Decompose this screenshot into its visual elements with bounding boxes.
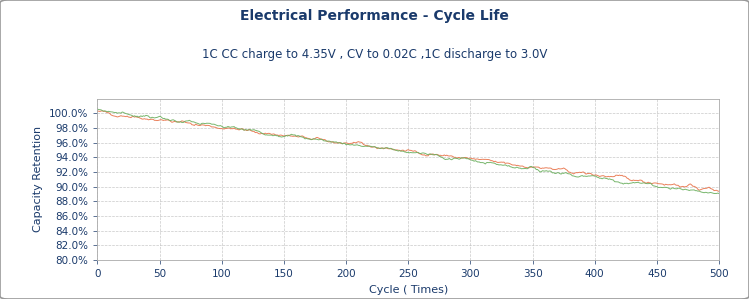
X-axis label: Cycle ( Times): Cycle ( Times) bbox=[369, 285, 448, 295]
Y-axis label: Capacity Retention: Capacity Retention bbox=[34, 126, 43, 232]
Text: Electrical Performance - Cycle Life: Electrical Performance - Cycle Life bbox=[240, 9, 509, 23]
Text: 1C CC charge to 4.35V , CV to 0.02C ,1C discharge to 3.0V: 1C CC charge to 4.35V , CV to 0.02C ,1C … bbox=[201, 48, 548, 61]
